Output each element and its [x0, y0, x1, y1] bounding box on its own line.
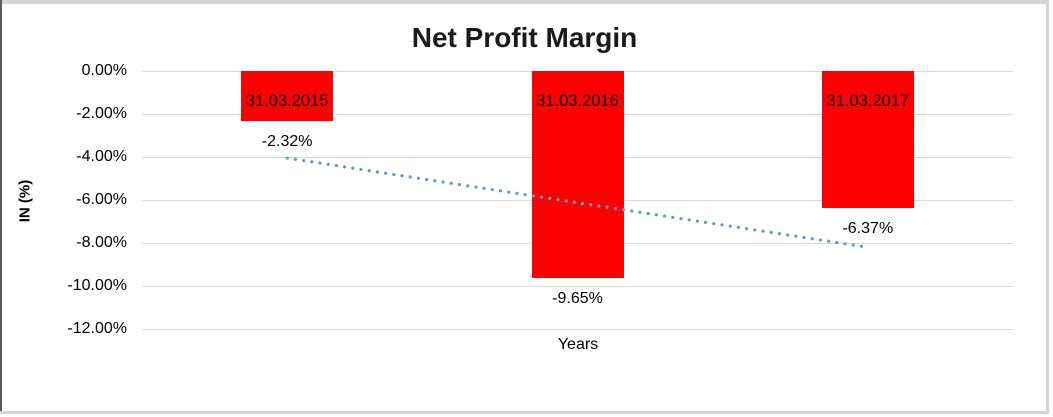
x-axis-title: Years — [557, 336, 599, 353]
y-axis-tick-label: -8.00% — [76, 234, 127, 251]
frame-border-left — [0, 0, 2, 414]
gridline — [142, 285, 1013, 287]
gridline — [142, 328, 1013, 330]
frame-border-right — [1046, 0, 1049, 414]
y-axis-tick-label: -4.00% — [76, 148, 127, 165]
bar — [241, 71, 334, 121]
frame-border-top — [0, 0, 1049, 4]
y-axis-tick-label: -12.00% — [67, 320, 127, 337]
chart-title: Net Profit Margin — [411, 22, 638, 53]
y-axis-tick-label: 0.00% — [81, 62, 127, 79]
y-axis-tick-label: -2.00% — [76, 105, 127, 122]
bar-category-label: 31.03.2016 — [536, 92, 619, 110]
bar-category-label: 31.03.2017 — [826, 92, 910, 110]
bar-value-label: -9.65% — [552, 290, 603, 308]
bar-category-label: 31.03.2015 — [245, 92, 329, 110]
y-axis-tick-label: -6.00% — [76, 191, 127, 208]
y-axis-tick-label: -10.00% — [67, 277, 127, 294]
bar-value-label: -6.37% — [842, 219, 894, 237]
bar-value-label: -2.32% — [261, 132, 313, 150]
frame-border-bottom — [0, 411, 1049, 414]
